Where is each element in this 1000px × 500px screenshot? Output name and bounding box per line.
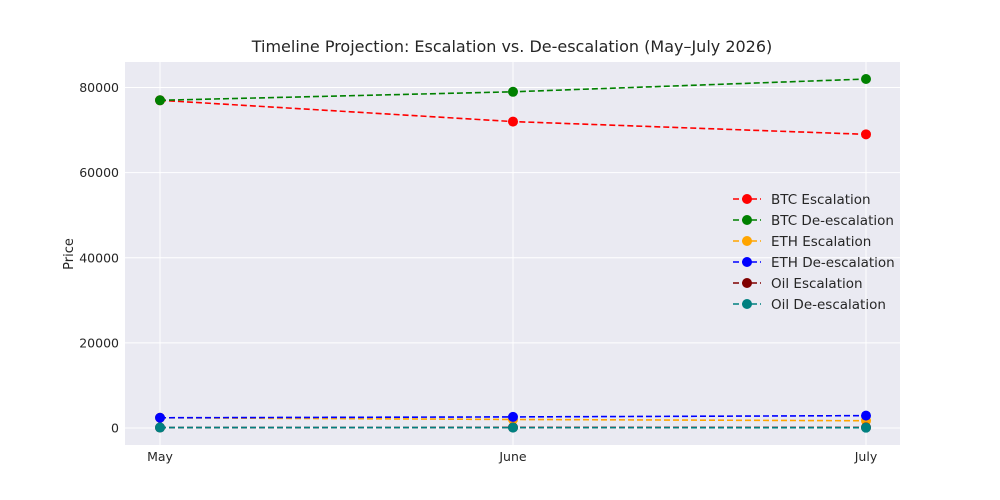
legend-marker: [742, 236, 752, 246]
legend-item: Oil Escalation: [733, 276, 863, 292]
legend-item: BTC Escalation: [733, 192, 871, 208]
y-tick-label: 20000: [79, 335, 119, 350]
legend-marker: [742, 257, 752, 267]
y-tick-label: 80000: [79, 80, 119, 95]
legend-marker: [742, 278, 752, 288]
legend-label: Oil De-escalation: [771, 297, 886, 313]
legend-label: ETH De-escalation: [771, 255, 895, 271]
data-point: [861, 422, 871, 433]
y-tick-label: 40000: [79, 250, 119, 265]
data-point: [508, 422, 518, 433]
legend-item: BTC De-escalation: [733, 213, 894, 229]
data-point: [861, 74, 871, 85]
data-point: [861, 410, 871, 421]
series-eth-de-escalation: [155, 410, 871, 423]
series-oil-de-escalation: [155, 422, 871, 433]
y-tick-label: 60000: [79, 165, 119, 180]
data-point: [155, 422, 165, 433]
series-btc-de-escalation: [155, 74, 871, 106]
legend: BTC Escalation BTC De-escalation ETH Escal…: [733, 192, 895, 313]
y-axis-ticks: 0 20000 40000 60000 80000: [79, 80, 119, 435]
legend-marker: [742, 299, 752, 309]
legend-label: Oil Escalation: [771, 276, 863, 292]
chart-title: Timeline Projection: Escalation vs. De-e…: [251, 37, 773, 56]
legend-marker: [742, 194, 752, 204]
legend-label: ETH Escalation: [771, 234, 871, 250]
x-axis-ticks: May June July: [147, 449, 878, 464]
y-axis-label: Price: [62, 238, 77, 270]
data-point: [155, 95, 165, 106]
data-point: [155, 412, 165, 423]
legend-marker: [742, 215, 752, 225]
legend-item: ETH De-escalation: [733, 255, 895, 271]
data-point: [861, 129, 871, 140]
data-point: [508, 116, 518, 127]
series-layer: [155, 74, 871, 433]
x-tick-label: May: [147, 449, 173, 464]
legend-label: BTC De-escalation: [771, 213, 894, 229]
legend-label: BTC Escalation: [771, 192, 871, 208]
legend-item: Oil De-escalation: [733, 297, 886, 313]
data-point: [508, 86, 518, 97]
x-tick-label: July: [854, 449, 878, 464]
legend-item: ETH Escalation: [733, 234, 871, 250]
data-point: [508, 411, 518, 422]
y-tick-label: 0: [111, 420, 119, 435]
x-tick-label: June: [498, 449, 527, 464]
